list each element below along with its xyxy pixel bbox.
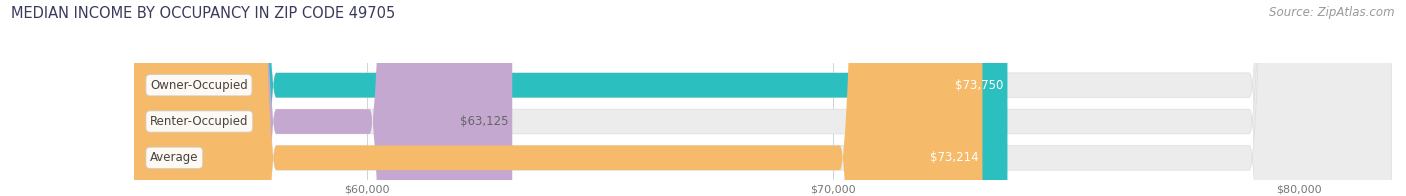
FancyBboxPatch shape: [134, 0, 1392, 196]
Text: Average: Average: [150, 151, 198, 164]
FancyBboxPatch shape: [134, 0, 1392, 196]
Text: Owner-Occupied: Owner-Occupied: [150, 79, 247, 92]
FancyBboxPatch shape: [134, 0, 512, 196]
Text: MEDIAN INCOME BY OCCUPANCY IN ZIP CODE 49705: MEDIAN INCOME BY OCCUPANCY IN ZIP CODE 4…: [11, 6, 395, 21]
Text: $73,750: $73,750: [955, 79, 1004, 92]
Text: $63,125: $63,125: [460, 115, 509, 128]
FancyBboxPatch shape: [134, 0, 1008, 196]
Text: Renter-Occupied: Renter-Occupied: [150, 115, 249, 128]
Text: Source: ZipAtlas.com: Source: ZipAtlas.com: [1270, 6, 1395, 19]
FancyBboxPatch shape: [134, 0, 983, 196]
Text: $73,214: $73,214: [929, 151, 979, 164]
FancyBboxPatch shape: [134, 0, 1392, 196]
